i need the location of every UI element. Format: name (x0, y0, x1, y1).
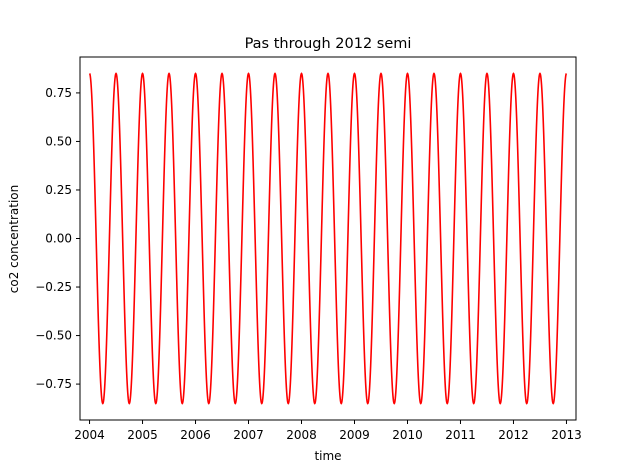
y-tick-label: 0.75 (45, 86, 72, 100)
series-layer (88, 72, 568, 405)
x-tick-label: 2009 (339, 428, 370, 442)
x-tick-label: 2011 (445, 428, 476, 442)
y-axis: −0.75 −0.50 −0.25 0.00 0.25 0.50 0.75 (35, 86, 80, 391)
y-tick-label: −0.75 (35, 377, 72, 391)
x-axis-label: time (314, 449, 341, 463)
y-tick-label: 0.00 (45, 232, 72, 246)
series-line-0 (88, 72, 568, 405)
x-tick-label: 2007 (233, 428, 264, 442)
x-tick-label: 2005 (127, 428, 158, 442)
y-tick-label: −0.50 (35, 329, 72, 343)
x-axis: 2004 2005 2006 2007 2008 2009 2010 2011 2012 2013 (74, 420, 582, 442)
x-tick-label: 2006 (180, 428, 211, 442)
x-tick-label: 2013 (551, 428, 582, 442)
y-axis-label: co2 concentration (7, 185, 21, 294)
x-tick-label: 2008 (286, 428, 317, 442)
y-tick-label: −0.25 (35, 280, 72, 294)
x-tick-label: 2010 (392, 428, 423, 442)
x-tick-label: 2012 (498, 428, 529, 442)
y-tick-label: 0.50 (45, 134, 72, 148)
chart-title: Pas through 2012 semi (245, 36, 412, 52)
x-tick-label: 2004 (74, 428, 105, 442)
y-tick-label: 0.25 (45, 183, 72, 197)
